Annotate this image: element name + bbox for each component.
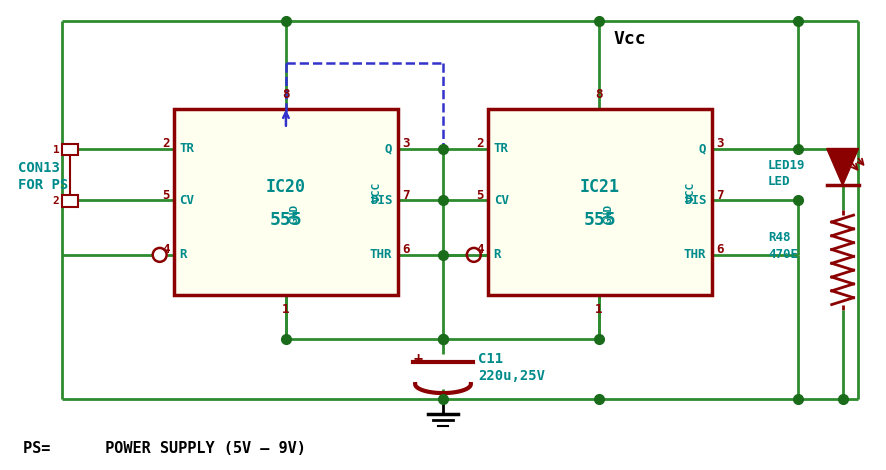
- Bar: [62, 195, 78, 207]
- Text: 4: 4: [477, 243, 484, 257]
- Text: 470E: 470E: [768, 248, 798, 261]
- Bar: [174, 109, 399, 295]
- Text: 8: 8: [595, 88, 602, 101]
- Text: 1: 1: [52, 144, 59, 155]
- Text: 7: 7: [402, 189, 409, 202]
- Text: 3: 3: [402, 137, 409, 150]
- Text: R: R: [180, 248, 187, 261]
- Text: 220u,25V: 220u,25V: [478, 369, 545, 383]
- Text: 8: 8: [282, 88, 290, 101]
- Text: 4: 4: [162, 243, 169, 257]
- Bar: [62, 143, 78, 156]
- Text: 5: 5: [162, 189, 169, 202]
- Text: 1: 1: [595, 303, 602, 315]
- Text: 7: 7: [717, 189, 724, 202]
- Text: LED19: LED19: [768, 159, 805, 172]
- Text: CV: CV: [180, 194, 195, 207]
- Text: DIS: DIS: [684, 194, 706, 207]
- Text: 2: 2: [162, 137, 169, 150]
- Text: IC21: IC21: [580, 178, 620, 196]
- Text: LED: LED: [768, 175, 790, 188]
- Text: THR: THR: [684, 248, 706, 261]
- Text: PS=      POWER SUPPLY (5V – 9V): PS= POWER SUPPLY (5V – 9V): [22, 441, 306, 456]
- Text: Q: Q: [699, 142, 706, 155]
- Text: CV: CV: [494, 194, 509, 207]
- Text: GND: GND: [603, 204, 613, 224]
- Text: TR: TR: [180, 142, 195, 155]
- Text: VCC: VCC: [686, 181, 696, 202]
- Text: Q: Q: [385, 142, 392, 155]
- Text: 2: 2: [52, 196, 59, 206]
- Text: DIS: DIS: [369, 194, 392, 207]
- Text: 3: 3: [717, 137, 724, 150]
- Text: VCC: VCC: [371, 181, 381, 202]
- Polygon shape: [827, 149, 859, 185]
- Bar: [487, 109, 712, 295]
- Text: THR: THR: [369, 248, 392, 261]
- Text: Vcc: Vcc: [614, 30, 647, 48]
- Text: 6: 6: [402, 243, 409, 257]
- Text: 555: 555: [584, 211, 617, 228]
- Text: 2: 2: [477, 137, 484, 150]
- Text: FOR PS: FOR PS: [18, 178, 68, 192]
- Text: IC20: IC20: [266, 178, 306, 196]
- Text: +: +: [414, 352, 424, 367]
- Text: GND: GND: [289, 204, 299, 224]
- Text: C11: C11: [478, 352, 503, 366]
- Text: R: R: [494, 248, 501, 261]
- Text: TR: TR: [494, 142, 509, 155]
- Text: 1: 1: [282, 303, 290, 315]
- Text: 555: 555: [269, 211, 302, 228]
- Text: 5: 5: [477, 189, 484, 202]
- Text: R48: R48: [768, 232, 790, 244]
- Text: CON13: CON13: [18, 161, 59, 175]
- Text: 6: 6: [717, 243, 724, 257]
